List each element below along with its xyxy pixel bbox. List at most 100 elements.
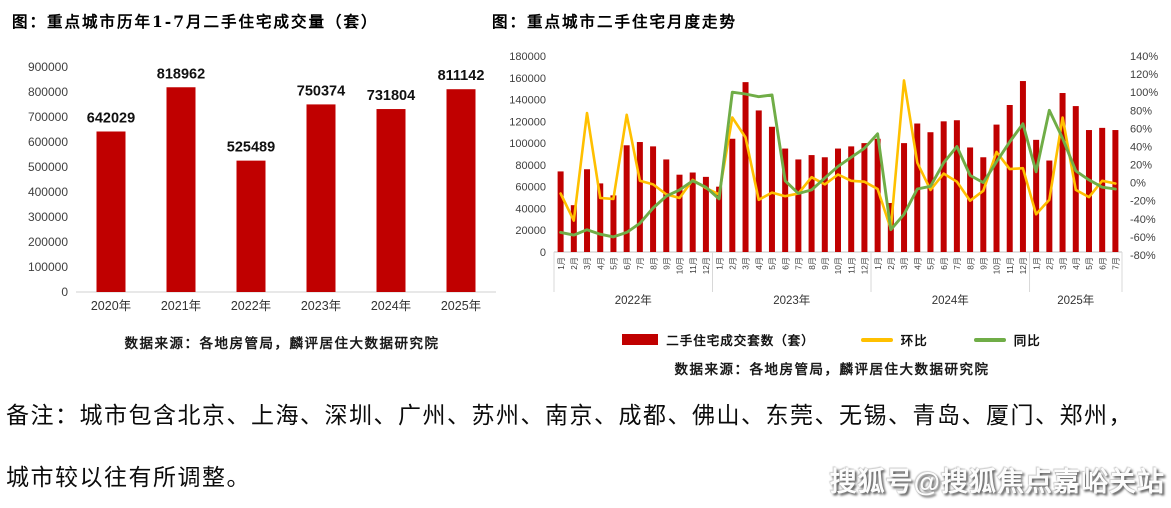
left-chart-plot: 900000 800000 700000 600000 500000 400000 3000… (28, 60, 496, 313)
svg-text:2023年: 2023年 (301, 299, 341, 313)
svg-text:4月: 4月 (755, 257, 764, 270)
svg-text:40000: 40000 (515, 203, 546, 215)
svg-text:8月: 8月 (966, 257, 975, 270)
left-chart-source: 数据来源：各地房管局，麟评居住大数据研究院 (124, 336, 440, 352)
svg-text:6月: 6月 (940, 257, 949, 270)
svg-text:600000: 600000 (28, 135, 68, 149)
svg-text:300000: 300000 (28, 210, 68, 224)
svg-text:2025年: 2025年 (1057, 293, 1094, 307)
svg-text:11月: 11月 (689, 257, 698, 274)
svg-text:120%: 120% (1130, 69, 1158, 81)
left-bar-chart-svg: 900000 800000 700000 600000 500000 400000 3000… (28, 60, 496, 313)
svg-text:7月: 7月 (636, 257, 645, 270)
svg-text:400000: 400000 (28, 185, 68, 199)
svg-text:5月: 5月 (927, 257, 936, 270)
bar-2020年 (96, 131, 126, 292)
svg-text:750374: 750374 (297, 83, 345, 99)
svg-text:12月: 12月 (861, 257, 870, 274)
svg-text:40%: 40% (1130, 141, 1152, 153)
svg-text:0: 0 (540, 247, 546, 259)
svg-text:4月: 4月 (596, 257, 605, 270)
svg-text:500000: 500000 (28, 160, 68, 174)
svg-text:120000: 120000 (509, 116, 546, 128)
right-combo-chart-svg: 180000 160000 140000 120000 100000 80000 60000… (509, 51, 1158, 307)
svg-text:9月: 9月 (662, 257, 671, 270)
svg-text:12月: 12月 (702, 257, 711, 274)
bar-2025年 (446, 89, 476, 292)
legend-label-yoy: 同比 (1013, 333, 1041, 348)
svg-text:525489: 525489 (227, 140, 275, 156)
legend-item-mom: 环比 (860, 330, 928, 349)
svg-text:20%: 20% (1130, 160, 1152, 172)
legend-label-mom: 环比 (900, 333, 928, 348)
svg-text:2021年: 2021年 (161, 299, 201, 313)
right-chart-section: 图：重点城市二手住宅月度走势 180000 160000 140000 120000 1… (492, 10, 1171, 378)
svg-text:9月: 9月 (980, 257, 989, 270)
svg-text:80000: 80000 (515, 160, 546, 172)
svg-text:5月: 5月 (1085, 257, 1094, 270)
svg-text:9月: 9月 (821, 257, 830, 270)
svg-text:1月: 1月 (557, 257, 566, 270)
svg-text:642029: 642029 (87, 110, 135, 126)
svg-text:7月: 7月 (1112, 257, 1121, 270)
svg-text:6月: 6月 (623, 257, 632, 270)
note-line-1: 备注：城市包含北京、上海、深圳、广州、苏州、南京、成都、佛山、东莞、无锡、青岛、… (6, 403, 1133, 429)
svg-text:3月: 3月 (1059, 257, 1068, 270)
svg-text:2025年: 2025年 (441, 299, 481, 313)
svg-text:818962: 818962 (157, 66, 205, 82)
svg-text:0%: 0% (1130, 178, 1146, 190)
svg-text:2月: 2月 (1046, 257, 1055, 270)
svg-text:0: 0 (61, 285, 68, 299)
legend-label-volume: 二手住宅成交套数（套） (666, 333, 815, 348)
right-chart-plot: 180000 160000 140000 120000 100000 80000 60000… (509, 51, 1158, 307)
svg-text:3月: 3月 (900, 257, 909, 270)
svg-text:180000: 180000 (509, 51, 546, 63)
svg-text:2024年: 2024年 (371, 299, 411, 313)
svg-text:-40%: -40% (1130, 214, 1156, 226)
svg-text:7月: 7月 (953, 257, 962, 270)
svg-text:5月: 5月 (610, 257, 619, 270)
bar-2021年 (166, 87, 196, 293)
svg-text:2023年: 2023年 (773, 293, 810, 307)
bar-2024年 (376, 109, 406, 292)
svg-text:2022年: 2022年 (615, 293, 652, 307)
svg-text:200000: 200000 (28, 235, 68, 249)
note-line-2: 城市较以往有所调整。 (6, 465, 251, 491)
svg-text:100%: 100% (1130, 87, 1158, 99)
svg-text:6月: 6月 (781, 257, 790, 270)
volume-bar-swatch (622, 334, 659, 345)
svg-text:100000: 100000 (28, 260, 68, 274)
svg-text:-20%: -20% (1130, 196, 1156, 208)
left-chart-section: 图：重点城市历年1-7月二手住宅成交量（套） 900000 800000 70000… (12, 10, 500, 352)
legend: 二手住宅成交套数（套） 环比 同比 (492, 330, 1171, 349)
svg-text:700000: 700000 (28, 110, 68, 124)
bar-2022年 (236, 160, 266, 292)
svg-text:8月: 8月 (649, 257, 658, 270)
svg-text:1月: 1月 (715, 257, 724, 270)
svg-text:900000: 900000 (28, 60, 68, 74)
svg-text:-80%: -80% (1130, 250, 1156, 262)
svg-text:1月: 1月 (874, 257, 883, 270)
svg-text:-60%: -60% (1130, 232, 1156, 244)
svg-text:20000: 20000 (515, 225, 546, 237)
svg-text:7月: 7月 (795, 257, 804, 270)
svg-text:811142: 811142 (438, 68, 485, 84)
svg-text:1月: 1月 (1032, 257, 1041, 270)
svg-text:3月: 3月 (742, 257, 751, 270)
svg-text:5月: 5月 (768, 257, 777, 270)
yoy-line (559, 90, 1117, 239)
svg-text:4月: 4月 (913, 257, 922, 270)
svg-text:2月: 2月 (887, 257, 896, 270)
svg-text:8月: 8月 (808, 257, 817, 270)
svg-text:60%: 60% (1130, 123, 1152, 135)
mom-line (559, 79, 1117, 231)
bar-2023年 (306, 104, 336, 293)
svg-text:2020年: 2020年 (91, 299, 131, 313)
watermark: 搜狐号@搜狐焦点嘉峪关站 (829, 467, 1165, 497)
svg-text:6月: 6月 (1098, 257, 1107, 270)
svg-text:731804: 731804 (367, 88, 415, 104)
svg-text:11月: 11月 (847, 257, 856, 274)
yoy-line-swatch (973, 337, 1006, 342)
svg-text:2024年: 2024年 (932, 293, 969, 307)
legend-item-yoy: 同比 (973, 330, 1041, 349)
